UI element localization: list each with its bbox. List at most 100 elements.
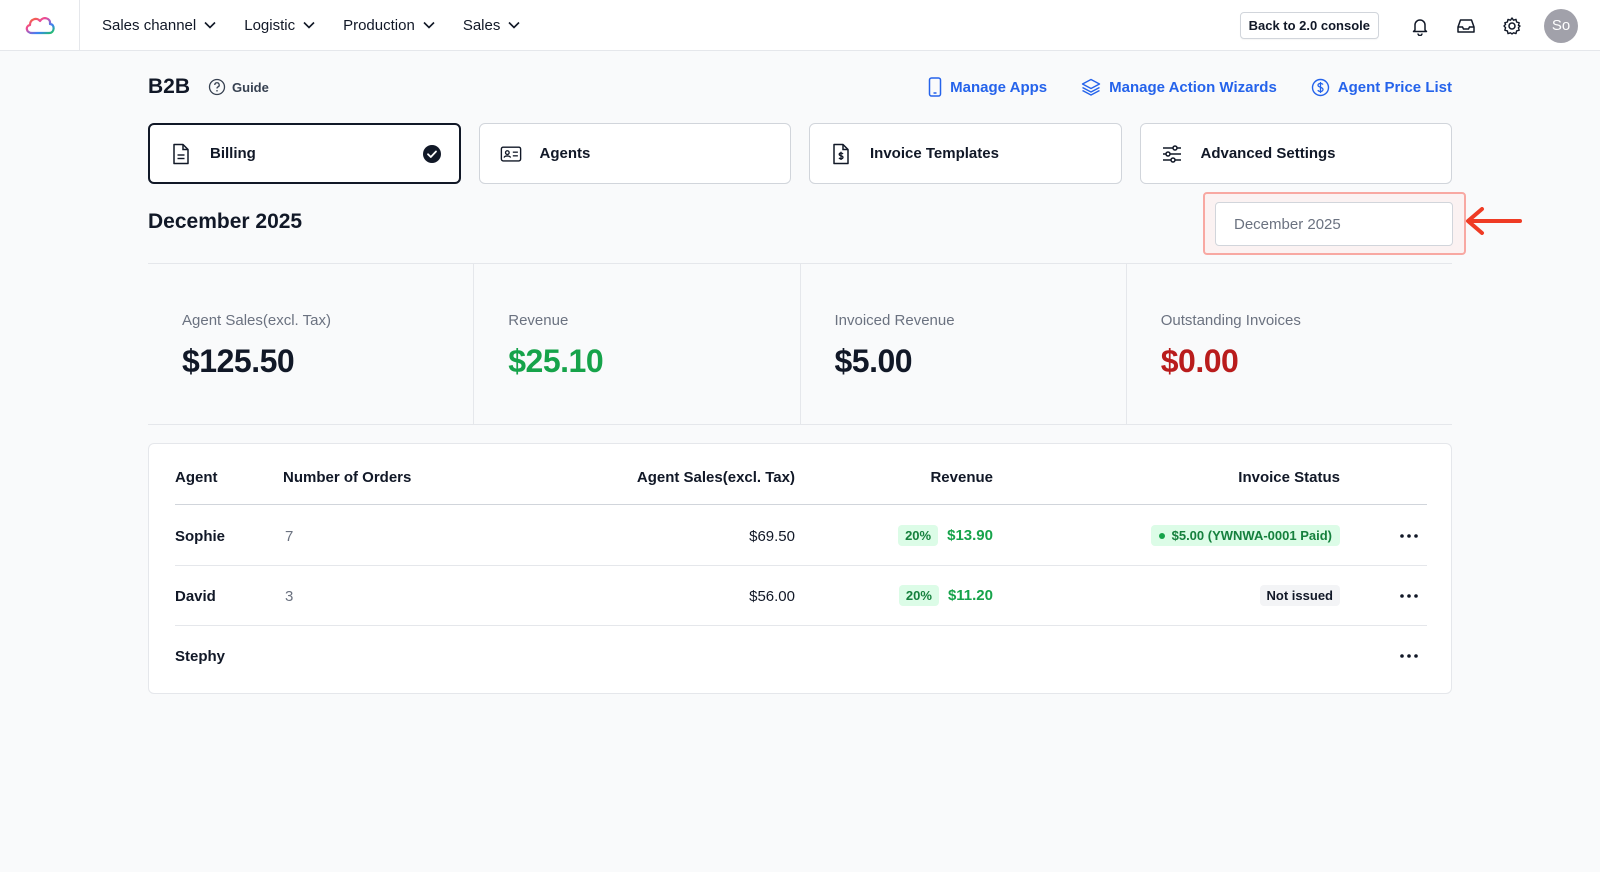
top-navbar: Sales channel Logistic Production Sales … (0, 0, 1600, 51)
stat-value: $0.00 (1160, 343, 1239, 379)
agent-sales: $69.50 (749, 528, 795, 545)
revenue-cell: 20% $13.90 (898, 525, 993, 546)
tab-label: Invoice Templates (870, 145, 999, 162)
table-header: Agent Number of Orders Agent Sales(excl.… (175, 444, 1427, 505)
agent-name: Sophie (175, 528, 226, 545)
stat-value: $5.00 (834, 343, 913, 379)
user-avatar[interactable]: So (1544, 8, 1578, 43)
chevron-down-icon (204, 21, 216, 29)
chevron-down-icon (423, 21, 435, 29)
stat-revenue: Revenue $25.10 (474, 264, 801, 424)
nav-production[interactable]: Production (343, 17, 435, 34)
check-circle-icon (422, 144, 441, 163)
agents-billing-table: Agent Number of Orders Agent Sales(excl.… (148, 443, 1452, 694)
dollar-circle-icon (1311, 78, 1329, 96)
nav-label: Sales channel (102, 16, 197, 34)
column-sales: Agent Sales(excl. Tax) (636, 469, 795, 486)
revenue-value: $13.90 (947, 527, 993, 544)
gear-icon (1503, 16, 1521, 35)
stat-label: Outstanding Invoices (1160, 312, 1301, 329)
agent-price-list-link[interactable]: Agent Price List (1311, 78, 1452, 97)
guide-label: Guide (232, 79, 269, 95)
stat-value: $25.10 (508, 343, 604, 379)
stat-outstanding-invoices: Outstanding Invoices $0.00 (1127, 264, 1452, 424)
stats-row: Agent Sales(excl. Tax) $125.50 Revenue $… (148, 263, 1452, 425)
stat-invoiced-revenue: Invoiced Revenue $5.00 (801, 264, 1127, 424)
chevron-down-icon (303, 21, 315, 29)
nav-label: Logistic (244, 16, 296, 34)
status-badge: Not issued (1259, 585, 1340, 606)
logo-cell (0, 0, 80, 51)
manage-action-wizards-label: Manage Action Wizards (1109, 78, 1277, 96)
status-text: $5.00 (YWNWA-0001 Paid) (1171, 528, 1332, 543)
back-to-console-button[interactable]: Back to 2.0 console (1239, 12, 1379, 39)
agent-sales: $56.00 (749, 588, 795, 605)
nav-sales[interactable]: Sales (463, 17, 521, 34)
tab-label: Advanced Settings (1200, 145, 1336, 162)
tab-advanced-settings[interactable]: Advanced Settings (1139, 123, 1452, 184)
guide-link[interactable]: Guide (208, 78, 269, 96)
inbox-icon (1457, 18, 1475, 33)
revenue-value: $11.20 (947, 587, 993, 604)
agent-name: David (175, 588, 216, 605)
notifications-button[interactable] (1406, 12, 1434, 40)
page-title: B2B (148, 75, 191, 98)
month-picker-input[interactable]: December 2025 (1215, 202, 1453, 246)
cloud-logo-icon[interactable] (23, 14, 57, 36)
status-dot (1158, 532, 1165, 539)
sliders-icon (1161, 143, 1183, 165)
more-horizontal-icon (1400, 594, 1418, 598)
revenue-cell: 20% $11.20 (898, 585, 993, 606)
commission-badge: 20% (898, 525, 939, 546)
column-invoice-status: Invoice Status (1238, 469, 1340, 486)
row-actions-button[interactable] (1397, 526, 1421, 546)
agent-price-list-label: Agent Price List (1337, 78, 1452, 96)
document-icon (170, 143, 192, 165)
tab-invoice-templates[interactable]: Invoice Templates (809, 123, 1122, 184)
nav-label: Production (343, 16, 415, 34)
nav-label: Sales (462, 16, 501, 34)
stat-label: Revenue (508, 312, 569, 329)
chevron-down-icon (508, 21, 520, 29)
section-tabs: Billing Agents Invoice Templates Advance… (148, 123, 1452, 184)
nav-logistic[interactable]: Logistic (244, 17, 315, 34)
nav-right: Back to 2.0 console So (1239, 0, 1578, 51)
more-horizontal-icon (1400, 654, 1418, 658)
more-horizontal-icon (1400, 534, 1418, 538)
tab-label: Agents (539, 145, 591, 162)
stat-label: Agent Sales(excl. Tax) (182, 312, 331, 329)
column-revenue: Revenue (930, 469, 993, 486)
agent-name: Stephy (175, 648, 226, 665)
main-nav: Sales channel Logistic Production Sales (102, 17, 548, 34)
help-circle-icon (208, 78, 226, 96)
table-row: Sophie 7 $69.50 20% $13.90 $5.00 (YWNWA-… (175, 506, 1427, 566)
manage-apps-link[interactable]: Manage Apps (928, 77, 1047, 97)
tab-label: Billing (210, 145, 256, 162)
row-actions-button[interactable] (1397, 586, 1421, 606)
invoice-dollar-icon (830, 143, 852, 165)
orders-count: 7 (285, 528, 294, 545)
smartphone-icon (928, 77, 942, 97)
row-actions-button[interactable] (1397, 646, 1421, 666)
settings-button[interactable] (1498, 12, 1526, 40)
header-links: Manage Apps Manage Action Wizards Agent … (894, 77, 1452, 97)
red-arrow-annotation-icon (1466, 207, 1522, 235)
manage-action-wizards-link[interactable]: Manage Action Wizards (1081, 78, 1277, 96)
nav-sales-channel[interactable]: Sales channel (102, 17, 216, 34)
manage-apps-label: Manage Apps (950, 78, 1048, 96)
stat-agent-sales: Agent Sales(excl. Tax) $125.50 (148, 264, 475, 424)
table-row: Stephy (175, 626, 1427, 686)
column-agent: Agent (175, 469, 218, 486)
status-badge[interactable]: $5.00 (YWNWA-0001 Paid) (1150, 525, 1340, 546)
stat-label: Invoiced Revenue (834, 312, 955, 329)
orders-count: 3 (285, 588, 294, 605)
inbox-button[interactable] (1452, 12, 1480, 40)
commission-badge: 20% (898, 585, 939, 606)
layers-icon (1081, 78, 1101, 96)
page-header: B2B Guide Manage Apps Manage Action Wiza… (148, 72, 1452, 102)
tab-billing[interactable]: Billing (148, 123, 461, 184)
tab-agents[interactable]: Agents (478, 123, 791, 184)
id-card-icon (500, 143, 522, 165)
table-row: David 3 $56.00 20% $11.20 Not issued (175, 566, 1427, 626)
period-title: December 2025 (148, 210, 303, 233)
